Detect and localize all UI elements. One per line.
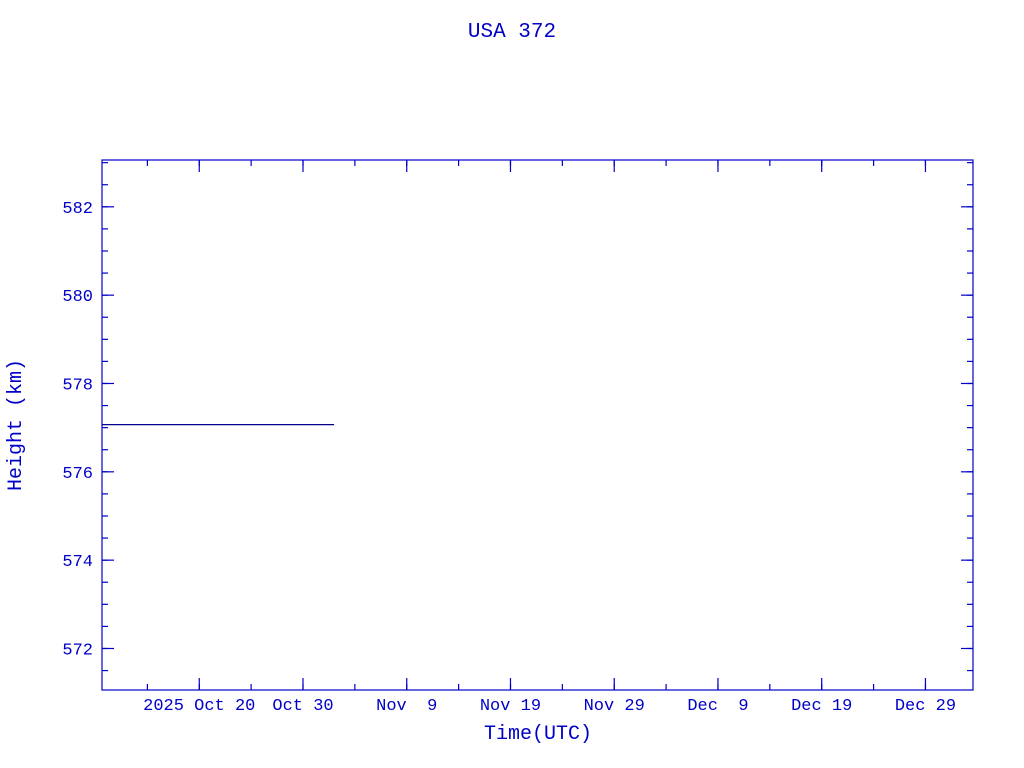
- y-axis-label: Height (km): [5, 359, 28, 491]
- x-tick-label: Nov 19: [480, 697, 541, 716]
- y-tick-label: 582: [62, 200, 93, 219]
- x-tick-label: Dec 29: [895, 697, 956, 716]
- y-tick-label: 580: [62, 288, 93, 307]
- axis-ticks: 2025 Oct 20 Oct 30 Nov 9 Nov 19 Nov 29 Dec 9 D…: [62, 160, 973, 716]
- y-tick-label: 572: [62, 641, 93, 660]
- x-tick-label: 2025 Oct 20: [143, 697, 255, 716]
- y-tick-label: 574: [62, 553, 93, 572]
- x-tick-label: Dec 9: [687, 697, 748, 716]
- x-tick-label: Oct 30: [272, 697, 333, 716]
- x-tick-label: Dec 19: [791, 697, 852, 716]
- x-tick-label: Nov 29: [584, 697, 645, 716]
- y-tick-label: 576: [62, 465, 93, 484]
- y-tick-label: 578: [62, 376, 93, 395]
- chart-title: USA 372: [468, 21, 556, 44]
- x-axis-label: Time(UTC): [484, 723, 592, 746]
- x-tick-label: Nov 9: [376, 697, 437, 716]
